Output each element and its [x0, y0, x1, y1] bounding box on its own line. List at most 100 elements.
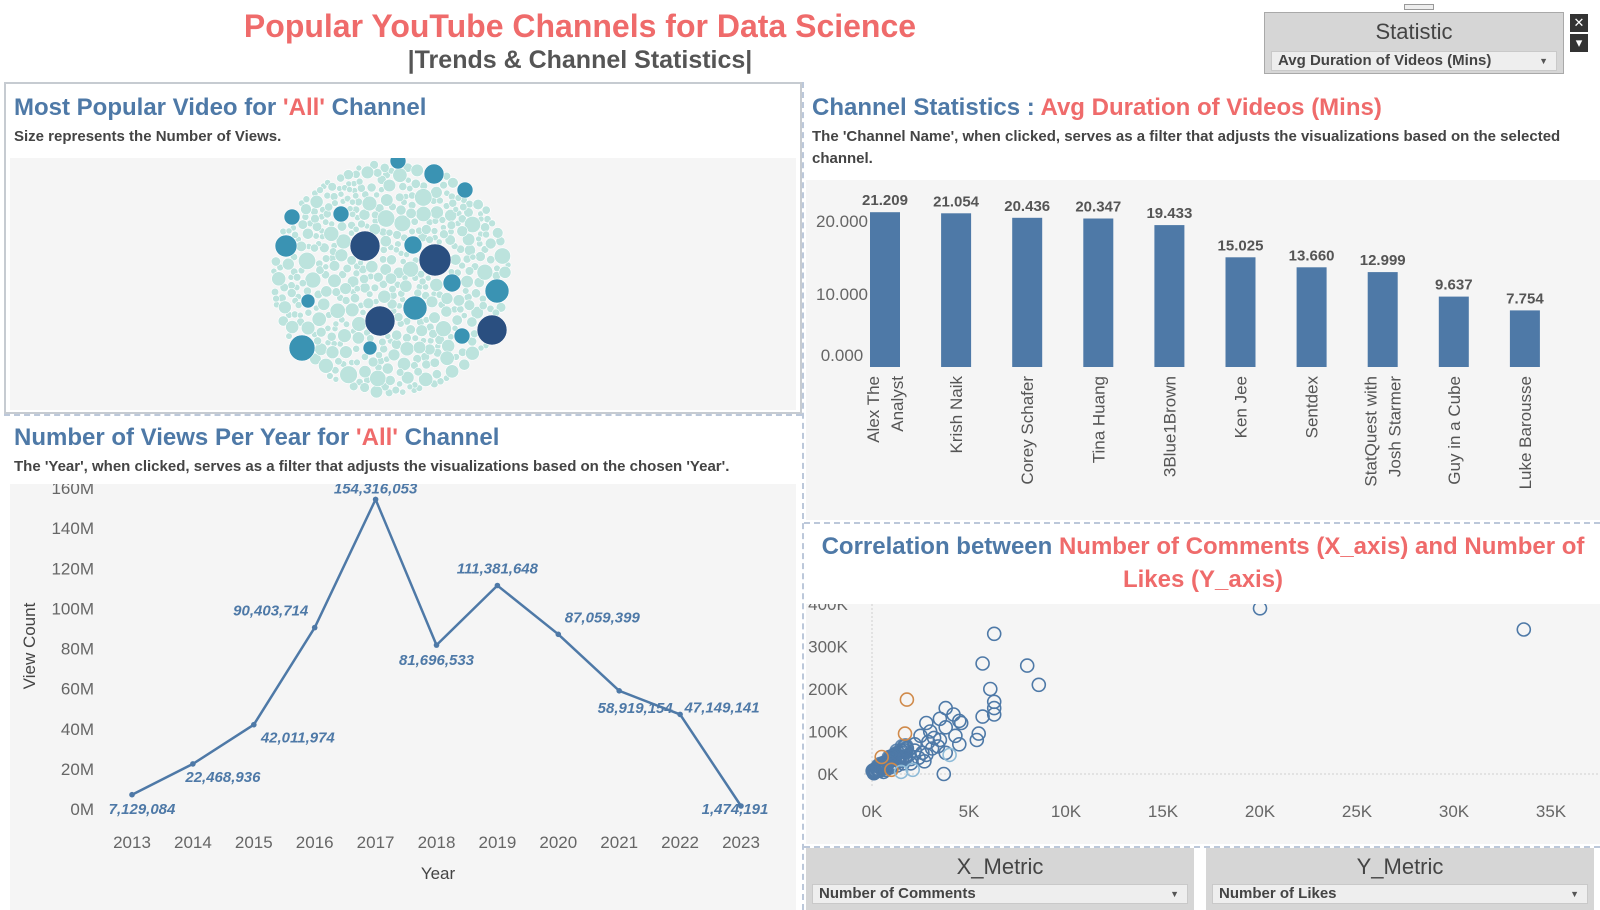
bubble-mark[interactable]: [470, 306, 484, 320]
bubble-mark[interactable]: [476, 263, 494, 281]
scatter-point[interactable]: [975, 709, 990, 724]
bubble-mark[interactable]: [411, 334, 419, 342]
bubble-mark[interactable]: [465, 345, 480, 361]
bubble-mark[interactable]: [326, 372, 334, 380]
category-label[interactable]: Luke Barousse: [1516, 376, 1535, 489]
bubble-mark[interactable]: [372, 271, 384, 283]
bubble-mark[interactable]: [439, 350, 455, 366]
bar[interactable]: [941, 213, 972, 367]
bubble-mark[interactable]: [429, 357, 440, 368]
data-point[interactable]: [190, 761, 196, 767]
y-metric-dropdown[interactable]: Number of Likes ▼: [1212, 884, 1588, 904]
bubble-mark[interactable]: [440, 305, 453, 318]
bubble-mark[interactable]: [349, 293, 360, 304]
comments-likes-scatter[interactable]: 0K 100K 200K 300K 400K 0K 5K 10K 15K 20K 25K 30K 35K: [806, 604, 1600, 844]
bubble-mark[interactable]: [482, 230, 490, 239]
category-label[interactable]: Krish Naik: [947, 376, 966, 454]
bubble-mark[interactable]: [387, 348, 401, 362]
bubble-mark[interactable]: [460, 312, 468, 320]
bubble-mark[interactable]: [475, 235, 482, 243]
x-tick-label[interactable]: 2013: [113, 833, 151, 852]
bubble-mark[interactable]: [322, 218, 330, 226]
bubble-mark[interactable]: [395, 204, 407, 216]
bubble-mark[interactable]: [285, 320, 300, 334]
bubble-mark[interactable]: [352, 344, 361, 353]
bubble-mark[interactable]: [478, 301, 488, 311]
scatter-point[interactable]: [917, 754, 932, 769]
scatter-point[interactable]: [901, 747, 917, 763]
bubble-mark[interactable]: [296, 311, 304, 319]
bubble-mark[interactable]: [456, 225, 469, 237]
scatter-point[interactable]: [876, 764, 891, 780]
filter-drag-handle[interactable]: [1404, 4, 1434, 10]
bubble-mark[interactable]: [285, 227, 293, 235]
bubble-mark[interactable]: [399, 341, 415, 357]
scatter-point[interactable]: [867, 765, 883, 780]
bubble-mark[interactable]: [410, 178, 421, 189]
bubble-mark[interactable]: [341, 296, 351, 305]
bubble-mark[interactable]: [379, 162, 390, 173]
bubble-mark[interactable]: [271, 271, 287, 287]
bubble-mark[interactable]: [369, 369, 387, 387]
bubble-mark[interactable]: [469, 253, 477, 261]
bubble-mark[interactable]: [399, 258, 407, 266]
bubble-mark[interactable]: [423, 163, 445, 185]
scatter-point[interactable]: [948, 728, 963, 744]
bubble-mark[interactable]: [388, 285, 397, 294]
bubble-mark[interactable]: [278, 300, 292, 315]
data-point[interactable]: [311, 624, 318, 631]
bubble-mark[interactable]: [446, 220, 457, 230]
bubble-mark[interactable]: [375, 351, 383, 359]
bubble-mark[interactable]: [277, 315, 289, 327]
bubble-mark[interactable]: [389, 158, 407, 170]
bubble-mark[interactable]: [484, 237, 497, 250]
x-tick-label[interactable]: 2021: [600, 833, 638, 852]
bubble-mark[interactable]: [279, 227, 287, 236]
channel-bar-chart[interactable]: 0.000 10.000 20.000 21.209 Alex The Analyst 21…: [806, 180, 1600, 520]
bubble-mark[interactable]: [332, 376, 340, 383]
bubble-mark[interactable]: [459, 202, 468, 212]
bubble-mark[interactable]: [460, 274, 474, 289]
bubble-mark[interactable]: [442, 273, 462, 293]
bubble-mark[interactable]: [327, 273, 342, 288]
x-tick-label[interactable]: 2023: [722, 833, 760, 852]
bubble-mark[interactable]: [328, 260, 341, 272]
bubble-mark[interactable]: [311, 221, 323, 232]
bubble-mark[interactable]: [304, 271, 322, 289]
bubble-mark[interactable]: [379, 263, 392, 276]
scatter-point[interactable]: [899, 692, 915, 707]
bubble-mark[interactable]: [342, 263, 352, 274]
bubble-mark[interactable]: [270, 287, 280, 297]
x-tick-label[interactable]: 2015: [235, 833, 273, 852]
bubble-mark[interactable]: [456, 181, 474, 199]
bubble-mark[interactable]: [452, 294, 466, 307]
bubble-mark[interactable]: [336, 221, 348, 232]
bubble-mark[interactable]: [392, 230, 402, 240]
bubble-mark[interactable]: [435, 320, 452, 337]
bubble-mark[interactable]: [391, 385, 400, 395]
bubble-mark[interactable]: [402, 260, 420, 278]
bubble-chart[interactable]: [10, 158, 796, 410]
bubble-mark[interactable]: [414, 188, 433, 207]
scatter-point[interactable]: [953, 715, 969, 731]
bubble-mark[interactable]: [418, 371, 434, 387]
bubble-mark[interactable]: [396, 380, 404, 388]
bubble-mark[interactable]: [399, 279, 413, 293]
scatter-point[interactable]: [936, 766, 952, 782]
bubble-mark[interactable]: [436, 377, 445, 386]
bubble-mark[interactable]: [297, 251, 316, 270]
bubble-mark[interactable]: [439, 229, 449, 239]
bubble-mark[interactable]: [331, 287, 341, 297]
scatter-point[interactable]: [903, 756, 919, 771]
scatter-point[interactable]: [1031, 677, 1047, 693]
bubble-mark[interactable]: [472, 198, 484, 211]
bubble-mark[interactable]: [410, 163, 424, 177]
bubble-mark[interactable]: [470, 288, 481, 299]
y-metric-filter[interactable]: Y_Metric Number of Likes ▼: [1206, 848, 1594, 910]
bubble-mark[interactable]: [439, 181, 448, 190]
data-point[interactable]: [129, 791, 135, 798]
bubble-mark[interactable]: [463, 299, 476, 311]
x-tick-label[interactable]: 2017: [357, 833, 395, 852]
bubble-mark[interactable]: [329, 302, 346, 319]
bubble-mark[interactable]: [431, 369, 442, 380]
